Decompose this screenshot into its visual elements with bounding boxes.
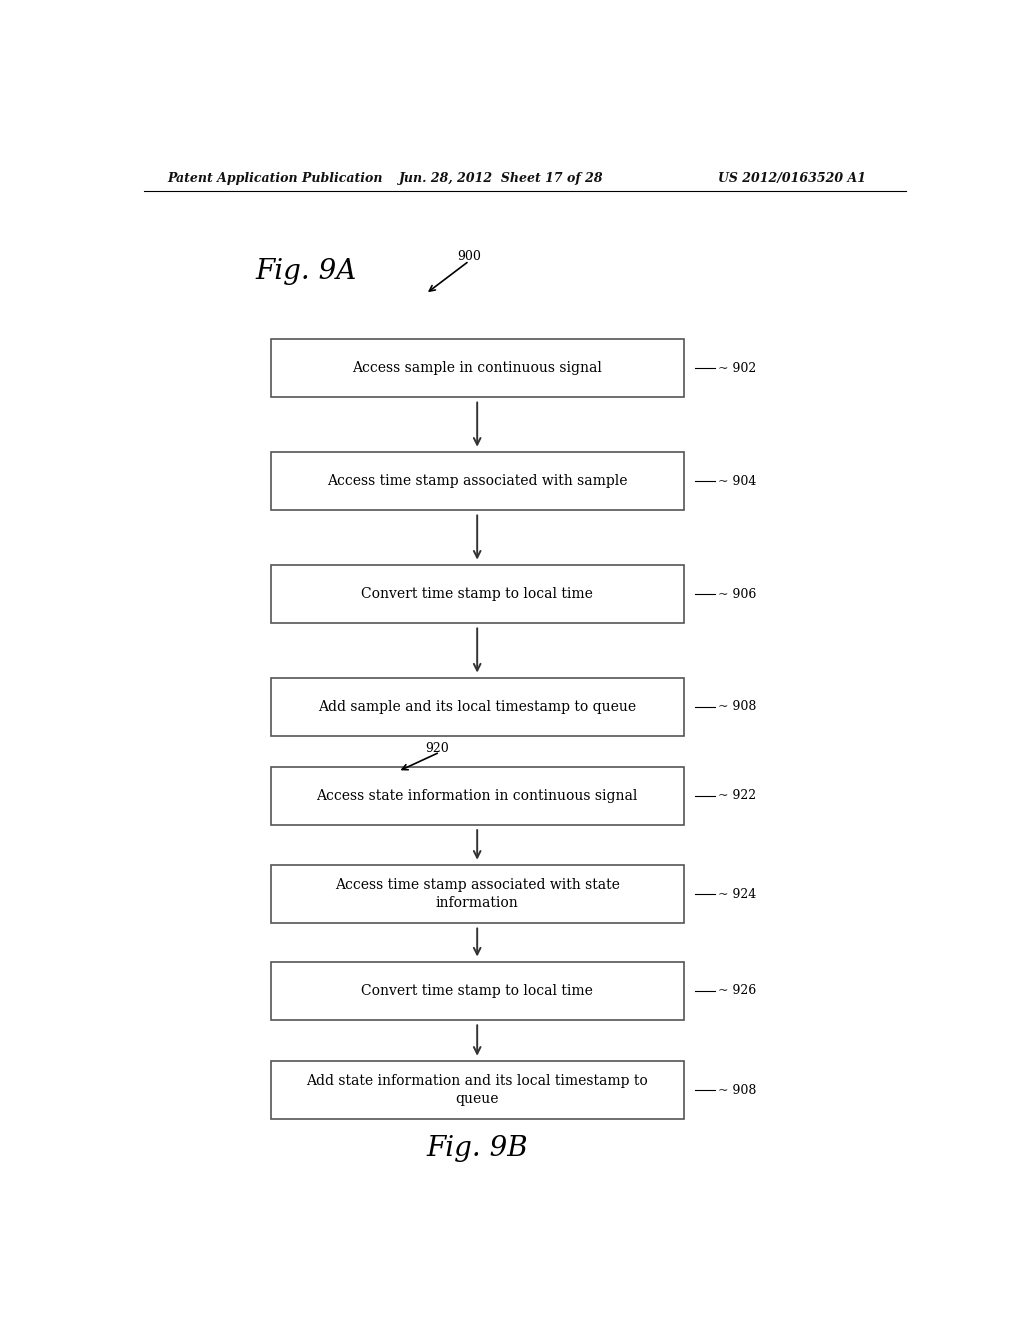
Text: ~ 902: ~ 902 [718,362,756,375]
Bar [270,865,684,923]
Text: Jun. 28, 2012  Sheet 17 of 28: Jun. 28, 2012 Sheet 17 of 28 [398,172,603,185]
Text: ~ 922: ~ 922 [718,789,756,803]
Text: Fig. 9A: Fig. 9A [255,257,356,285]
Bar [270,962,684,1020]
Bar [270,339,684,397]
Bar [270,565,684,623]
Text: Fig. 9B: Fig. 9B [426,1135,528,1163]
Text: 920: 920 [426,742,450,755]
Text: US 2012/0163520 A1: US 2012/0163520 A1 [718,172,866,185]
Bar [270,767,684,825]
Text: 900: 900 [458,251,481,263]
Bar [270,1061,684,1119]
Text: Access time stamp associated with state
information: Access time stamp associated with state … [335,878,620,911]
Text: Add sample and its local timestamp to queue: Add sample and its local timestamp to qu… [318,700,636,714]
Text: Access time stamp associated with sample: Access time stamp associated with sample [327,474,628,488]
Text: ~ 926: ~ 926 [718,985,756,998]
Text: ~ 908: ~ 908 [718,701,756,713]
Text: ~ 904: ~ 904 [718,475,756,487]
Bar [270,678,684,737]
Text: Add state information and its local timestamp to
queue: Add state information and its local time… [306,1074,648,1106]
Text: Access sample in continuous signal: Access sample in continuous signal [352,362,602,375]
Text: ~ 906: ~ 906 [718,587,756,601]
Text: Convert time stamp to local time: Convert time stamp to local time [361,983,593,998]
Bar [270,451,684,510]
Text: Patent Application Publication: Patent Application Publication [168,172,383,185]
Text: Access state information in continuous signal: Access state information in continuous s… [316,788,638,803]
Text: ~ 908: ~ 908 [718,1084,756,1097]
Text: ~ 924: ~ 924 [718,887,756,900]
Text: Convert time stamp to local time: Convert time stamp to local time [361,587,593,601]
